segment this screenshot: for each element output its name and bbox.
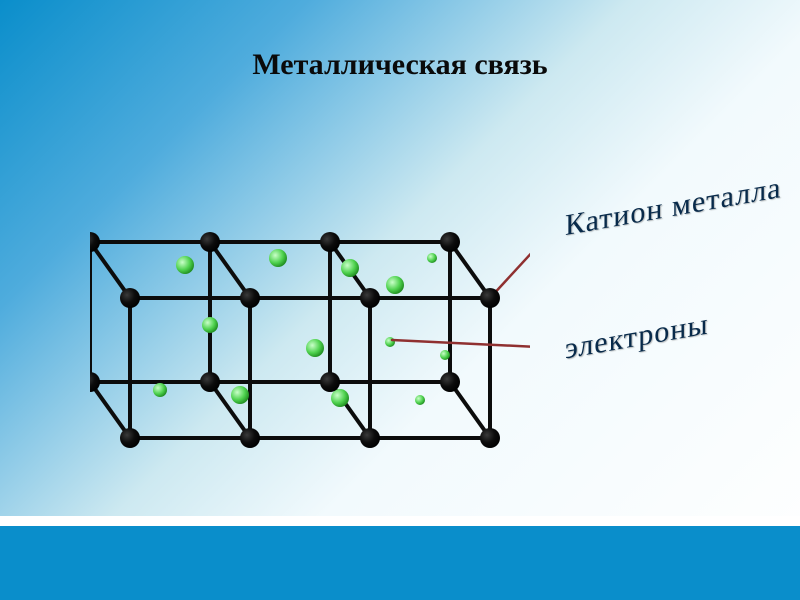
- electron: [331, 389, 349, 407]
- lattice-diagram: [90, 150, 530, 520]
- footer-bar: [0, 516, 800, 600]
- lattice-node: [240, 288, 260, 308]
- cation-label: Катион металла: [565, 171, 782, 243]
- electron: [385, 337, 395, 347]
- lattice-node: [360, 288, 380, 308]
- electron: [153, 383, 167, 397]
- lattice-node: [480, 428, 500, 448]
- slide-title: Металлическая связь: [0, 48, 800, 82]
- electron: [415, 395, 425, 405]
- electron: [176, 256, 194, 274]
- lattice-node: [240, 428, 260, 448]
- lattice-node: [480, 288, 500, 308]
- lattice-node: [360, 428, 380, 448]
- electron: [202, 317, 218, 333]
- lattice-node: [120, 428, 140, 448]
- lattice-node: [120, 288, 140, 308]
- electron: [231, 386, 249, 404]
- lattice-node: [200, 232, 220, 252]
- slide: Металлическая связь Катион металла элект…: [0, 0, 800, 600]
- lattice-node: [440, 372, 460, 392]
- lattice-node: [90, 372, 100, 392]
- lattice-node: [90, 232, 100, 252]
- electron: [341, 259, 359, 277]
- electron: [306, 339, 324, 357]
- lattice-node: [200, 372, 220, 392]
- pointer-line: [392, 340, 530, 348]
- electron: [440, 350, 450, 360]
- lattice-node: [320, 232, 340, 252]
- lattice-node: [440, 232, 460, 252]
- lattice-node: [320, 372, 340, 392]
- pointer-line: [490, 222, 530, 298]
- electron: [269, 249, 287, 267]
- electrons-label: электроны: [565, 307, 709, 366]
- electron: [386, 276, 404, 294]
- electron: [427, 253, 437, 263]
